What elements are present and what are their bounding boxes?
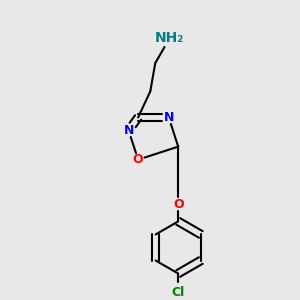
Text: O: O xyxy=(133,153,143,166)
Text: Cl: Cl xyxy=(172,286,185,299)
Text: NH₂: NH₂ xyxy=(155,31,184,45)
Text: N: N xyxy=(124,124,134,137)
Text: O: O xyxy=(173,198,184,211)
Text: N: N xyxy=(164,111,174,124)
